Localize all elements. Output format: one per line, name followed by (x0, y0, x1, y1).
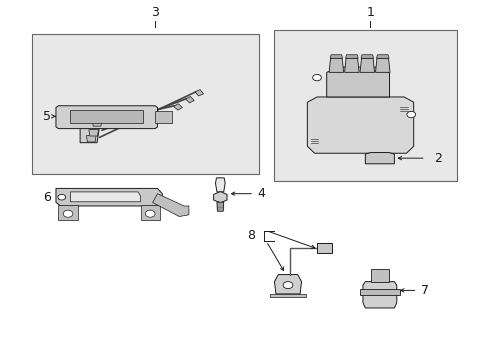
Polygon shape (80, 109, 106, 143)
Polygon shape (326, 67, 389, 97)
Polygon shape (173, 104, 182, 110)
Text: 7: 7 (421, 284, 428, 297)
Circle shape (283, 282, 292, 289)
Polygon shape (195, 90, 203, 96)
Bar (273, 30, 456, 181)
Polygon shape (217, 202, 223, 211)
Polygon shape (344, 58, 358, 72)
Polygon shape (370, 269, 388, 282)
Circle shape (312, 75, 321, 81)
Polygon shape (213, 192, 226, 203)
Polygon shape (140, 205, 160, 220)
Polygon shape (359, 58, 374, 72)
Text: 6: 6 (43, 191, 51, 204)
Polygon shape (155, 111, 172, 123)
Polygon shape (159, 112, 168, 119)
Polygon shape (94, 113, 103, 119)
Polygon shape (70, 192, 140, 202)
Polygon shape (185, 96, 194, 103)
Polygon shape (86, 136, 96, 142)
Polygon shape (215, 178, 224, 192)
Polygon shape (329, 55, 342, 58)
Text: 4: 4 (257, 187, 265, 200)
Polygon shape (360, 55, 373, 58)
Polygon shape (365, 153, 393, 164)
Text: 2: 2 (434, 152, 442, 165)
Bar (32, 33, 259, 174)
Polygon shape (316, 243, 331, 253)
Polygon shape (274, 275, 301, 294)
Circle shape (63, 210, 73, 217)
Polygon shape (376, 55, 388, 58)
Polygon shape (56, 188, 162, 206)
Polygon shape (359, 289, 399, 295)
Text: 3: 3 (151, 5, 159, 18)
Polygon shape (58, 205, 78, 220)
Polygon shape (70, 110, 142, 123)
Polygon shape (328, 58, 343, 72)
Text: 1: 1 (366, 5, 373, 18)
Circle shape (58, 194, 65, 200)
Polygon shape (362, 282, 396, 308)
Polygon shape (269, 293, 306, 297)
Polygon shape (345, 55, 357, 58)
Polygon shape (375, 58, 389, 72)
Polygon shape (152, 194, 188, 217)
Polygon shape (92, 120, 102, 126)
Circle shape (406, 111, 415, 118)
Polygon shape (56, 106, 157, 129)
Polygon shape (89, 130, 98, 136)
Text: 8: 8 (246, 229, 255, 242)
Circle shape (145, 210, 155, 217)
Text: 5: 5 (43, 110, 51, 123)
Polygon shape (307, 97, 413, 153)
